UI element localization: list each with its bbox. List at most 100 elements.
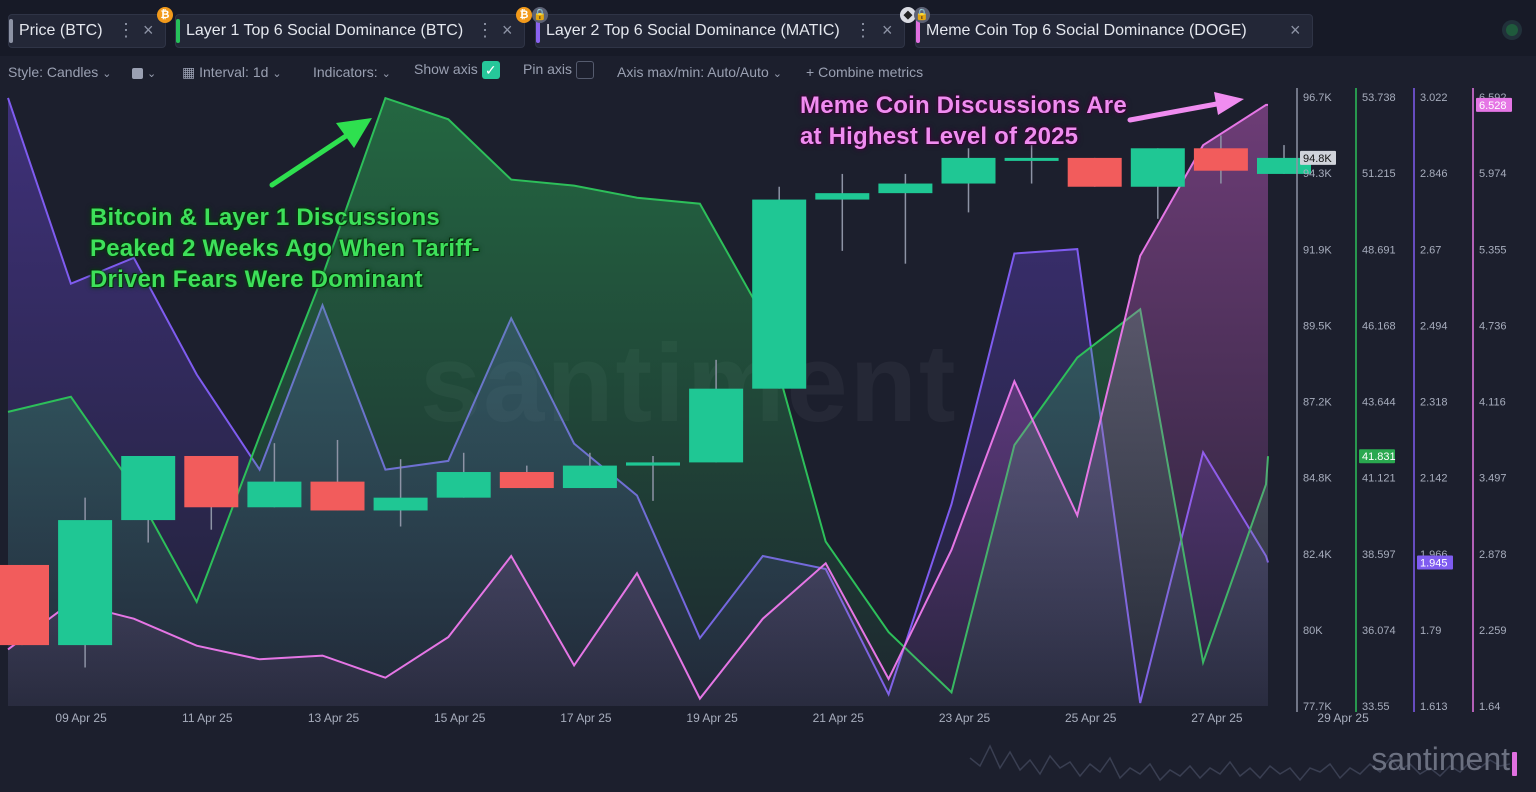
axis-tick-label: 51.215 — [1362, 168, 1396, 180]
current-value-tag — [1300, 150, 1336, 165]
more-icon[interactable]: ⋮ — [854, 20, 872, 40]
more-icon[interactable]: ⋮ — [476, 20, 494, 40]
checkbox-unchecked-icon[interactable] — [575, 61, 594, 80]
axis-tick-label: 4.116 — [1479, 397, 1506, 409]
show-axis-toggle[interactable]: Show axis ✓ — [414, 61, 500, 80]
candle-body — [58, 520, 113, 646]
x-tick-label: 27 Apr 25 — [1191, 711, 1243, 725]
green-arrow — [269, 129, 355, 188]
axis-tick-label: 2.846 — [1420, 168, 1448, 180]
candle-body — [184, 455, 239, 508]
axis-tick-label: 41.121 — [1362, 473, 1396, 485]
current-value-label: 6.528 — [1479, 100, 1507, 112]
axis-tick-label: 77.7K — [1303, 701, 1332, 713]
interval-dropdown[interactable]: ▦ Interval: 1d ⌄ — [182, 64, 282, 81]
x-tick-label: 13 Apr 25 — [308, 711, 360, 725]
annotation-line: at Highest Level of 2025 — [800, 123, 1079, 150]
tab-label: Layer 1 Top 6 Social Dominance (BTC) — [186, 22, 464, 39]
range-navigator[interactable] — [960, 738, 1520, 788]
tab-color-bar — [916, 19, 920, 43]
current-value-tag — [1417, 555, 1453, 570]
current-value-label: 1.945 — [1420, 558, 1448, 570]
show-axis-label: Show axis — [414, 61, 478, 77]
axis-tick-label: 1.64 — [1479, 701, 1500, 713]
axis-tick-label: 1.79 — [1420, 625, 1441, 637]
x-tick-label: 17 Apr 25 — [560, 711, 612, 725]
ethereum-icon: ◆ — [900, 7, 916, 23]
axis-tick-label: 43.644 — [1362, 397, 1396, 409]
x-tick-label: 09 Apr 25 — [55, 711, 107, 725]
close-icon[interactable]: × — [502, 20, 513, 40]
tab-color-bar — [9, 19, 13, 43]
axis-tick-label: 91.9K — [1303, 244, 1332, 256]
indicators-dropdown[interactable]: Indicators: ⌄ — [313, 64, 391, 80]
x-tick-label: 21 Apr 25 — [813, 711, 865, 725]
close-icon[interactable]: × — [882, 20, 893, 40]
plus-icon: + — [806, 64, 815, 80]
axis-tick-label: 48.691 — [1362, 244, 1396, 256]
annotation-line: Meme Coin Discussions Are — [800, 92, 1127, 119]
x-tick-label: 19 Apr 25 — [686, 711, 738, 725]
close-icon[interactable]: × — [143, 20, 154, 40]
axis-tick-label: 38.597 — [1362, 549, 1396, 561]
series-line — [7, 103, 1268, 701]
chevron-down-icon: ⌄ — [102, 68, 112, 80]
axis-tick-label: 82.4K — [1303, 549, 1332, 561]
close-icon[interactable]: × — [1290, 20, 1301, 40]
chevron-down-icon: ⌄ — [772, 68, 782, 80]
color-swatch-icon — [132, 67, 143, 79]
price-chart[interactable]: 77.7K 80K 82.4K 84.8K 87.2K 89.5K 91.9K 94.3K 96… — [0, 88, 1536, 738]
checkbox-checked-icon[interactable]: ✓ — [481, 61, 500, 80]
pin-axis-toggle[interactable]: Pin axis — [523, 61, 594, 80]
candle-body — [1130, 148, 1185, 187]
style-dropdown[interactable]: Style: Candles ⌄ — [8, 64, 112, 80]
tab-layer2[interactable]: Layer 2 Top 6 Social Dominance (MATIC) ⋮… — [532, 7, 905, 48]
tab-layer1[interactable]: Layer 1 Top 6 Social Dominance (BTC) ⋮ ×… — [175, 7, 532, 48]
annotation-line: Bitcoin & Layer 1 Discussions — [90, 204, 440, 231]
axis-tick-label: 53.738 — [1362, 92, 1396, 104]
interval-label: Interval: 1d — [199, 64, 269, 80]
axis-tick-label: 2.494 — [1420, 320, 1448, 332]
axis-tick-label: 2.878 — [1479, 549, 1507, 561]
lock-icon: 🔒 — [532, 7, 548, 23]
axis-tick-label: 5.355 — [1479, 244, 1507, 256]
axis-tick-label: 96.7K — [1303, 92, 1332, 104]
annotation-line: Driven Fears Were Dominant — [90, 266, 423, 293]
candle-body — [499, 472, 554, 489]
x-tick-label: 25 Apr 25 — [1065, 711, 1117, 725]
combine-metrics-button[interactable]: + Combine metrics — [806, 64, 923, 80]
series-area — [8, 98, 1268, 707]
series-line — [7, 96, 1269, 695]
pink-arrow — [1127, 100, 1225, 123]
calendar-icon: ▦ — [182, 64, 196, 80]
bitcoin-icon: ₿ — [516, 7, 532, 23]
axis-tick-label: 4.736 — [1479, 320, 1507, 332]
pin-axis-label: Pin axis — [523, 61, 573, 77]
navigator-handle[interactable] — [1512, 752, 1517, 776]
color-picker[interactable]: ⌄ — [132, 64, 156, 80]
axis-tick-label: 3.497 — [1479, 473, 1507, 485]
meme-annotation: Meme Coin Discussions Are at Highest Lev… — [800, 90, 1127, 152]
tab-label: Meme Coin Top 6 Social Dominance (DOGE) — [926, 22, 1247, 39]
candle-body — [310, 481, 365, 511]
candle-body — [1004, 157, 1059, 161]
candle-body — [247, 481, 302, 508]
axis-maxmin-dropdown[interactable]: Axis max/min: Auto/Auto ⌄ — [617, 64, 782, 80]
axis-tick-label: 5.974 — [1479, 168, 1507, 180]
axis-tick-label: 46.168 — [1362, 320, 1396, 332]
candle-body — [121, 455, 176, 521]
tab-price-btc[interactable]: Price (BTC) ⋮ × ₿ — [8, 7, 173, 48]
tab-meme[interactable]: Meme Coin Top 6 Social Dominance (DOGE) … — [900, 7, 1313, 48]
more-icon[interactable]: ⋮ — [117, 20, 135, 40]
tab-label: Price (BTC) — [19, 22, 103, 39]
axis-tick-label: 87.2K — [1303, 397, 1332, 409]
axis-tick-label: 33.55 — [1362, 701, 1390, 713]
x-tick-label: 15 Apr 25 — [434, 711, 486, 725]
indicators-label: Indicators: — [313, 64, 378, 80]
candle-body — [626, 462, 680, 466]
pink-arrowhead — [1214, 92, 1244, 115]
chevron-down-icon: ⌄ — [147, 68, 157, 80]
lock-icon: 🔒 — [914, 7, 930, 23]
metric-tabs: Price (BTC) ⋮ × ₿ Layer 1 Top 6 Social D… — [0, 0, 1536, 56]
axis-tick-label: 84.8K — [1303, 473, 1332, 485]
